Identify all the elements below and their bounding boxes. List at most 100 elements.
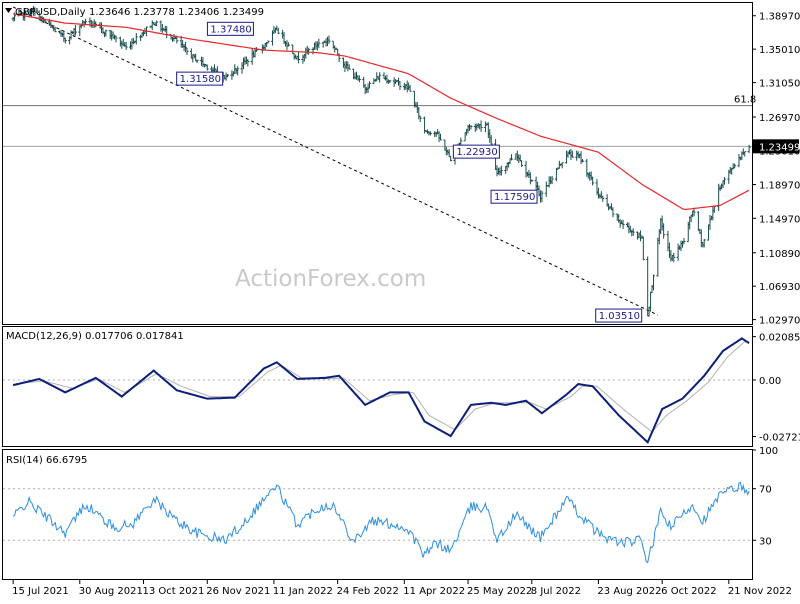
ohlc-bar bbox=[520, 160, 524, 168]
ohlc-bar bbox=[185, 47, 189, 55]
macd-tick-label: 0.00 bbox=[759, 376, 781, 387]
ohlc-bar bbox=[327, 35, 331, 44]
ohlc-bar bbox=[73, 24, 77, 36]
ohlc-bar bbox=[63, 37, 67, 44]
price-callout: 1.22930 bbox=[452, 144, 500, 159]
ohlc-bar bbox=[439, 133, 443, 141]
macd-tick-label: 0.020858 bbox=[759, 333, 800, 344]
callout-label: 1.17590 bbox=[494, 192, 535, 203]
rsi-panel-frame bbox=[2, 449, 753, 580]
ohlc-bar bbox=[155, 20, 159, 27]
price-tick-label: 1.14970 bbox=[759, 214, 800, 225]
ohlc-bar bbox=[702, 238, 706, 248]
fib-level-label: 61.8 bbox=[734, 95, 756, 106]
x-tick-label: 26 Nov 2021 bbox=[206, 586, 270, 597]
ohlc-bar bbox=[388, 80, 392, 83]
last-price-box bbox=[753, 139, 799, 154]
last-price-label: 1.23499 bbox=[759, 142, 800, 153]
x-tick-label: 23 Aug 2022 bbox=[597, 586, 661, 597]
ohlc-bar bbox=[733, 163, 737, 169]
macd-lines bbox=[12, 337, 750, 445]
ohlc-bar bbox=[672, 252, 676, 263]
macd-axis-ticks: 0.020858 0.00 -0.027213 bbox=[3, 333, 800, 443]
price-panel-frame bbox=[2, 2, 753, 325]
x-tick-label: 25 May 2022 bbox=[467, 586, 532, 597]
price-tick-label: 1.10890 bbox=[759, 249, 800, 260]
x-axis: 15 Jul 2021 30 Aug 2021 13 Oct 2021 26 Nov … bbox=[12, 580, 792, 597]
ohlc-bar bbox=[53, 26, 57, 33]
x-tick-label: 6 Oct 2022 bbox=[661, 586, 716, 597]
ohlc-bar bbox=[540, 190, 544, 203]
price-callout: 1.37480 bbox=[206, 21, 254, 36]
ohlc-bar bbox=[530, 179, 534, 182]
ohlc-bar bbox=[580, 158, 584, 163]
ohlc-bar bbox=[246, 59, 250, 67]
ohlc-bar bbox=[368, 81, 372, 89]
dashed-trendline bbox=[12, 6, 659, 316]
x-tick-label: 21 Nov 2022 bbox=[728, 586, 792, 597]
last-price-marker: 1.23499 bbox=[753, 139, 800, 154]
ohlc-bar bbox=[226, 73, 230, 78]
ohlc-bar bbox=[408, 84, 412, 92]
macd-tick-label: -0.027213 bbox=[759, 432, 800, 443]
ohlc-readout: 1.23646 1.23778 1.23406 1.23499 bbox=[89, 7, 264, 18]
ohlc-bar bbox=[33, 7, 37, 16]
x-tick-label: 11 Apr 2022 bbox=[403, 586, 465, 597]
trendline bbox=[12, 6, 659, 316]
watermark-text: ActionForex.com bbox=[235, 266, 426, 292]
x-tick-label: 8 Jul 2022 bbox=[531, 586, 581, 597]
price-callout: 1.03510 bbox=[595, 308, 643, 323]
chart-header: GBPUSD,Daily 1.23646 1.23778 1.23406 1.2… bbox=[5, 7, 264, 18]
price-callout: 1.17590 bbox=[490, 189, 538, 204]
macd-panel-frame bbox=[2, 326, 753, 447]
ohlc-bar bbox=[94, 21, 98, 28]
price-reference-lines: 61.8 bbox=[3, 95, 756, 147]
price-callout: 1.31580 bbox=[176, 71, 224, 86]
macd-main-line bbox=[12, 337, 750, 445]
ohlc-bar bbox=[651, 274, 655, 291]
ohlc-bar bbox=[347, 64, 351, 70]
ohlc-bar bbox=[641, 236, 645, 261]
ohlc-bar bbox=[124, 42, 128, 50]
ohlc-bar bbox=[570, 150, 574, 158]
rsi-tick-label: 100 bbox=[759, 446, 778, 457]
ohlc-bar bbox=[23, 7, 27, 21]
ohlc-bar bbox=[195, 59, 199, 64]
ohlc-bar bbox=[499, 165, 503, 176]
price-tick-label: 1.35010 bbox=[759, 45, 800, 56]
ohlc-bar bbox=[743, 151, 747, 157]
x-tick-label: 30 Aug 2021 bbox=[79, 586, 143, 597]
ohlc-bar bbox=[621, 219, 625, 229]
ohlc-bar bbox=[560, 162, 564, 169]
ohlc-bar bbox=[236, 66, 240, 76]
ohlc-bar bbox=[428, 131, 432, 136]
dropdown-triangle-icon bbox=[5, 8, 12, 13]
rsi-line bbox=[12, 481, 750, 564]
ohlc-bar bbox=[591, 176, 595, 186]
ohlc-bar bbox=[510, 154, 514, 161]
ohlc-bar bbox=[378, 72, 382, 83]
ohlc-bar bbox=[550, 175, 554, 185]
ohlc-bar bbox=[722, 177, 726, 185]
symbol-label: GBPUSD,Daily bbox=[15, 7, 86, 18]
callout-label: 1.03510 bbox=[599, 311, 640, 322]
ohlc-bar bbox=[692, 208, 696, 217]
callout-label: 1.37480 bbox=[210, 24, 251, 35]
rsi-lines bbox=[12, 481, 750, 564]
ohlc-bar bbox=[205, 64, 209, 71]
ohlc-bar bbox=[276, 27, 280, 35]
price-tick-label: 1.26970 bbox=[759, 113, 800, 124]
ohlc-bar bbox=[134, 33, 138, 45]
ohlc-bar bbox=[357, 75, 361, 83]
ohlc-bar bbox=[286, 42, 290, 47]
callout-label: 1.22930 bbox=[456, 147, 497, 158]
ohlc-bar bbox=[459, 137, 463, 146]
ohlc-bar bbox=[104, 29, 108, 37]
ohlc-bar bbox=[317, 38, 321, 49]
ohlc-bar bbox=[479, 120, 483, 132]
ohlc-bar bbox=[418, 115, 422, 122]
rsi-title: RSI(14) 66.6795 bbox=[6, 455, 87, 466]
ohlc-bar bbox=[631, 228, 635, 236]
